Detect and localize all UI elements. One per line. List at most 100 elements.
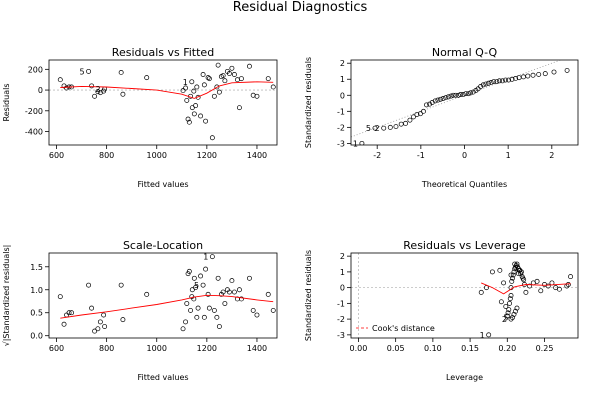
y-axis-label: √|Standardized residuals| xyxy=(2,245,11,347)
panel-title: Normal Q-Q xyxy=(432,46,498,59)
data-point xyxy=(534,278,540,284)
data-point xyxy=(398,121,404,127)
x-tick-label: 0.05 xyxy=(387,344,405,353)
plot-frame xyxy=(350,59,579,146)
data-point xyxy=(205,75,211,81)
plot-frame xyxy=(350,252,579,339)
data-point xyxy=(478,84,484,89)
legend-label: Cook's distance xyxy=(372,324,435,333)
data-point xyxy=(445,94,451,100)
data-point xyxy=(89,305,95,311)
plot-frame xyxy=(48,252,278,339)
data-point xyxy=(486,80,491,86)
data-point xyxy=(92,93,98,99)
data-point xyxy=(86,282,92,288)
smoother-line xyxy=(481,282,571,295)
point-label: 2 xyxy=(502,315,507,324)
data-point xyxy=(180,326,186,332)
data-point xyxy=(97,319,103,325)
data-point xyxy=(200,72,206,77)
data-point xyxy=(222,301,228,306)
point-label: 1 xyxy=(183,78,188,87)
data-point xyxy=(189,79,195,85)
data-point xyxy=(189,287,195,293)
data-point xyxy=(511,269,517,275)
x-tick-label: 1000 xyxy=(147,344,167,353)
data-point xyxy=(254,93,260,99)
data-point xyxy=(254,312,260,318)
data-point xyxy=(250,307,256,313)
data-point xyxy=(193,285,199,290)
data-point xyxy=(64,312,69,318)
data-point xyxy=(226,289,232,295)
data-point xyxy=(229,278,235,284)
data-point xyxy=(458,92,464,97)
data-point xyxy=(186,119,192,125)
data-point xyxy=(265,76,271,82)
smoother-line xyxy=(60,81,274,99)
smoother-line xyxy=(60,294,274,319)
x-tick-label: 0.25 xyxy=(536,344,554,353)
data-point xyxy=(226,71,232,76)
data-point xyxy=(509,278,515,284)
data-point xyxy=(101,312,107,318)
y-tick-label: 0.5 xyxy=(30,309,43,318)
data-point xyxy=(530,72,536,78)
data-point xyxy=(185,116,191,122)
data-point xyxy=(513,308,518,314)
y-axis-label: Residuals xyxy=(2,84,11,122)
data-point xyxy=(184,301,190,306)
data-point xyxy=(61,321,67,327)
y-tick-label: 0 xyxy=(340,284,345,293)
data-point xyxy=(95,326,101,332)
data-point xyxy=(517,267,523,273)
point-label: 1 xyxy=(480,331,485,340)
data-point xyxy=(216,324,222,329)
data-point xyxy=(508,272,514,278)
x-tick-label: 1200 xyxy=(197,344,217,353)
plot-frame xyxy=(48,59,278,146)
y-tick-label: 1.5 xyxy=(30,263,43,272)
x-tick-label: 600 xyxy=(49,344,64,353)
x-tick-label: 600 xyxy=(49,151,64,160)
data-point xyxy=(198,113,204,119)
point-label: 5 xyxy=(79,67,84,76)
data-point xyxy=(501,280,507,286)
x-tick-label: 800 xyxy=(99,151,114,160)
y-tick-label: 2 xyxy=(340,59,345,68)
data-point xyxy=(508,293,514,298)
data-point xyxy=(231,72,237,77)
data-point xyxy=(144,75,150,81)
x-tick-label: 800 xyxy=(99,344,114,353)
x-axis-label: Leverage xyxy=(446,373,483,382)
y-tick-label: 0 xyxy=(38,86,43,95)
figure-title: Residual Diagnostics xyxy=(233,0,368,15)
x-tick-label: 1200 xyxy=(197,151,217,160)
point-label: 5 xyxy=(194,281,199,290)
data-point xyxy=(460,92,466,97)
data-point xyxy=(200,282,206,288)
x-tick-label: 1000 xyxy=(147,151,167,160)
data-point xyxy=(512,261,518,267)
y-axis-label: Standardized residuals xyxy=(304,57,313,148)
x-tick-label: 0 xyxy=(462,151,467,160)
data-point xyxy=(510,275,515,281)
data-point xyxy=(448,93,454,99)
data-point xyxy=(198,273,204,279)
plot-area xyxy=(351,253,578,338)
data-point xyxy=(542,71,548,77)
data-point xyxy=(427,101,433,107)
data-point xyxy=(191,88,197,94)
data-point xyxy=(556,286,562,292)
data-point xyxy=(214,314,220,320)
data-point xyxy=(203,266,209,272)
data-point xyxy=(195,305,201,311)
x-tick-label: 2 xyxy=(549,151,554,160)
data-point xyxy=(215,62,221,68)
x-tick-label: 1400 xyxy=(247,151,267,160)
data-point xyxy=(372,125,378,131)
data-point xyxy=(489,269,495,275)
point-label: 2 xyxy=(375,124,380,133)
data-point xyxy=(214,84,220,90)
